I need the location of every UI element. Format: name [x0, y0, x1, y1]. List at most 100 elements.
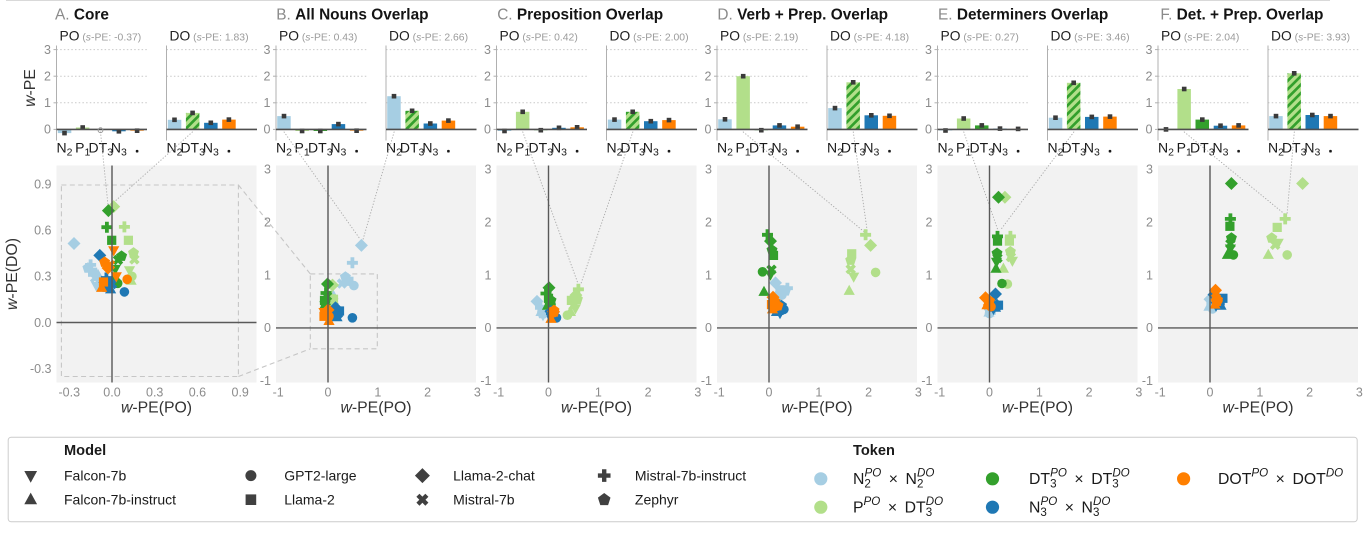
svg-text:0: 0: [1146, 123, 1153, 137]
svg-text:0: 0: [925, 123, 932, 137]
svg-text:1: 1: [705, 96, 712, 110]
svg-text:1: 1: [484, 96, 491, 110]
svg-text:-0.3: -0.3: [30, 362, 52, 376]
svg-text:PO (s-PE: 0.42): PO (s-PE: 0.42): [500, 28, 578, 43]
svg-text:0.0: 0.0: [34, 316, 51, 330]
svg-text:DT3: DT3: [841, 140, 866, 159]
svg-text:GPT2-large: GPT2-large: [284, 468, 357, 484]
svg-text:0: 0: [926, 321, 933, 335]
svg-text:2: 2: [485, 215, 492, 229]
svg-text:DT3: DT3: [180, 140, 205, 159]
svg-text:2: 2: [705, 70, 712, 84]
svg-text:w-PE(PO): w-PE(PO): [561, 400, 632, 417]
svg-text:2: 2: [1086, 386, 1093, 400]
svg-text:-1: -1: [1142, 374, 1153, 388]
svg-text:0: 0: [325, 386, 332, 400]
svg-text:2: 2: [424, 386, 431, 400]
svg-text:1: 1: [926, 268, 933, 282]
svg-text:0: 0: [1146, 321, 1153, 335]
svg-text:1: 1: [595, 386, 602, 400]
svg-text:DT3PO​ × DT3DO​: DT3PO​ × DT3DO​: [1029, 467, 1130, 491]
svg-text:2: 2: [865, 386, 872, 400]
svg-text:0.6: 0.6: [34, 224, 51, 238]
svg-text:2: 2: [1146, 70, 1153, 84]
svg-text:Zephyr: Zephyr: [635, 492, 679, 508]
svg-text:0: 0: [986, 386, 993, 400]
svg-text:1: 1: [485, 268, 492, 282]
svg-text:3: 3: [474, 386, 481, 400]
svg-text:-1: -1: [1155, 386, 1166, 400]
svg-text:Model: Model: [64, 443, 106, 459]
svg-text:0.6: 0.6: [189, 386, 206, 400]
svg-text:2: 2: [645, 386, 652, 400]
svg-text:PPO​ × DT3DO​: PPO​ × DT3DO​: [853, 495, 943, 519]
svg-text:3: 3: [264, 163, 271, 177]
svg-text:N2PO​ × N2DO​: N2PO​ × N2DO​: [853, 467, 934, 491]
svg-text:DO (s-PE: 3.93): DO (s-PE: 3.93): [1271, 28, 1350, 43]
svg-text:2: 2: [926, 215, 933, 229]
svg-text:0: 0: [705, 123, 712, 137]
svg-text:3: 3: [926, 163, 933, 177]
svg-text:3: 3: [1146, 43, 1153, 57]
svg-text:Falcon-7b-instruct: Falcon-7b-instruct: [64, 492, 176, 508]
svg-text:0.3: 0.3: [146, 386, 163, 400]
svg-text:2: 2: [264, 70, 271, 84]
svg-text:1: 1: [815, 386, 822, 400]
svg-text:3: 3: [1135, 386, 1142, 400]
svg-text:PO (s-PE: -0.37): PO (s-PE: -0.37): [60, 28, 142, 43]
svg-text:3: 3: [694, 386, 701, 400]
svg-text:-1: -1: [714, 386, 725, 400]
svg-text:DT3: DT3: [970, 140, 995, 159]
svg-text:2: 2: [705, 215, 712, 229]
svg-text:DO (s-PE: 3.46): DO (s-PE: 3.46): [1051, 28, 1130, 43]
svg-text:-1: -1: [260, 374, 271, 388]
svg-text:DT3: DT3: [1061, 140, 1086, 159]
svg-text:1: 1: [1146, 96, 1153, 110]
svg-text:-1: -1: [273, 386, 284, 400]
svg-text:Falcon-7b: Falcon-7b: [64, 468, 126, 484]
svg-text:w-PE: w-PE: [22, 69, 39, 107]
svg-text:3: 3: [1356, 386, 1363, 400]
svg-text:DO (s-PE: 2.00): DO (s-PE: 2.00): [610, 28, 689, 43]
svg-text:DOTPO​ × DOTDO​: DOTPO​ × DOTDO​: [1218, 467, 1343, 489]
svg-text:E. Determiners Overlap: E. Determiners Overlap: [938, 6, 1108, 23]
svg-text:0: 0: [264, 321, 271, 335]
svg-text:DT3: DT3: [89, 140, 114, 159]
svg-text:-1: -1: [701, 374, 712, 388]
svg-text:-0.3: -0.3: [59, 386, 81, 400]
svg-text:D. Verb + Prep. Overlap: D. Verb + Prep. Overlap: [717, 6, 888, 23]
svg-text:Token: Token: [853, 443, 895, 459]
svg-text:3: 3: [485, 163, 492, 177]
svg-text:A. Core: A. Core: [55, 6, 109, 23]
svg-text:-1: -1: [480, 374, 491, 388]
svg-text:3: 3: [264, 43, 271, 57]
svg-text:PO (s-PE: 2.19): PO (s-PE: 2.19): [720, 28, 798, 43]
svg-text:DT3: DT3: [620, 140, 645, 159]
svg-text:w-PE(PO): w-PE(PO): [1002, 400, 1073, 417]
svg-text:Llama-2-chat: Llama-2-chat: [453, 468, 535, 484]
svg-text:3: 3: [915, 386, 922, 400]
svg-text:1: 1: [925, 96, 932, 110]
svg-text:DT3: DT3: [749, 140, 774, 159]
svg-text:0: 0: [766, 386, 773, 400]
svg-text:DO (s-PE: 1.83): DO (s-PE: 1.83): [170, 28, 249, 43]
svg-text:1: 1: [705, 268, 712, 282]
svg-text:w-PE(DO): w-PE(DO): [4, 238, 21, 310]
svg-text:DT3: DT3: [308, 140, 333, 159]
svg-text:1: 1: [1146, 268, 1153, 282]
svg-text:3: 3: [1146, 163, 1153, 177]
svg-text:0: 0: [1207, 386, 1214, 400]
svg-text:2: 2: [925, 70, 932, 84]
svg-text:1: 1: [44, 96, 51, 110]
svg-text:3: 3: [925, 43, 932, 57]
svg-text:0.9: 0.9: [232, 386, 249, 400]
svg-text:Mistral-7b-instruct: Mistral-7b-instruct: [635, 468, 746, 484]
svg-text:w-PE(PO): w-PE(PO): [340, 400, 411, 417]
svg-text:0: 0: [485, 321, 492, 335]
svg-text:3: 3: [44, 43, 51, 57]
svg-text:0: 0: [705, 321, 712, 335]
svg-text:C. Preposition Overlap: C. Preposition Overlap: [497, 6, 663, 23]
svg-text:DT3: DT3: [1190, 140, 1215, 159]
svg-text:w-PE(PO): w-PE(PO): [1222, 400, 1293, 417]
svg-text:PO (s-PE: 2.04): PO (s-PE: 2.04): [1161, 28, 1239, 43]
